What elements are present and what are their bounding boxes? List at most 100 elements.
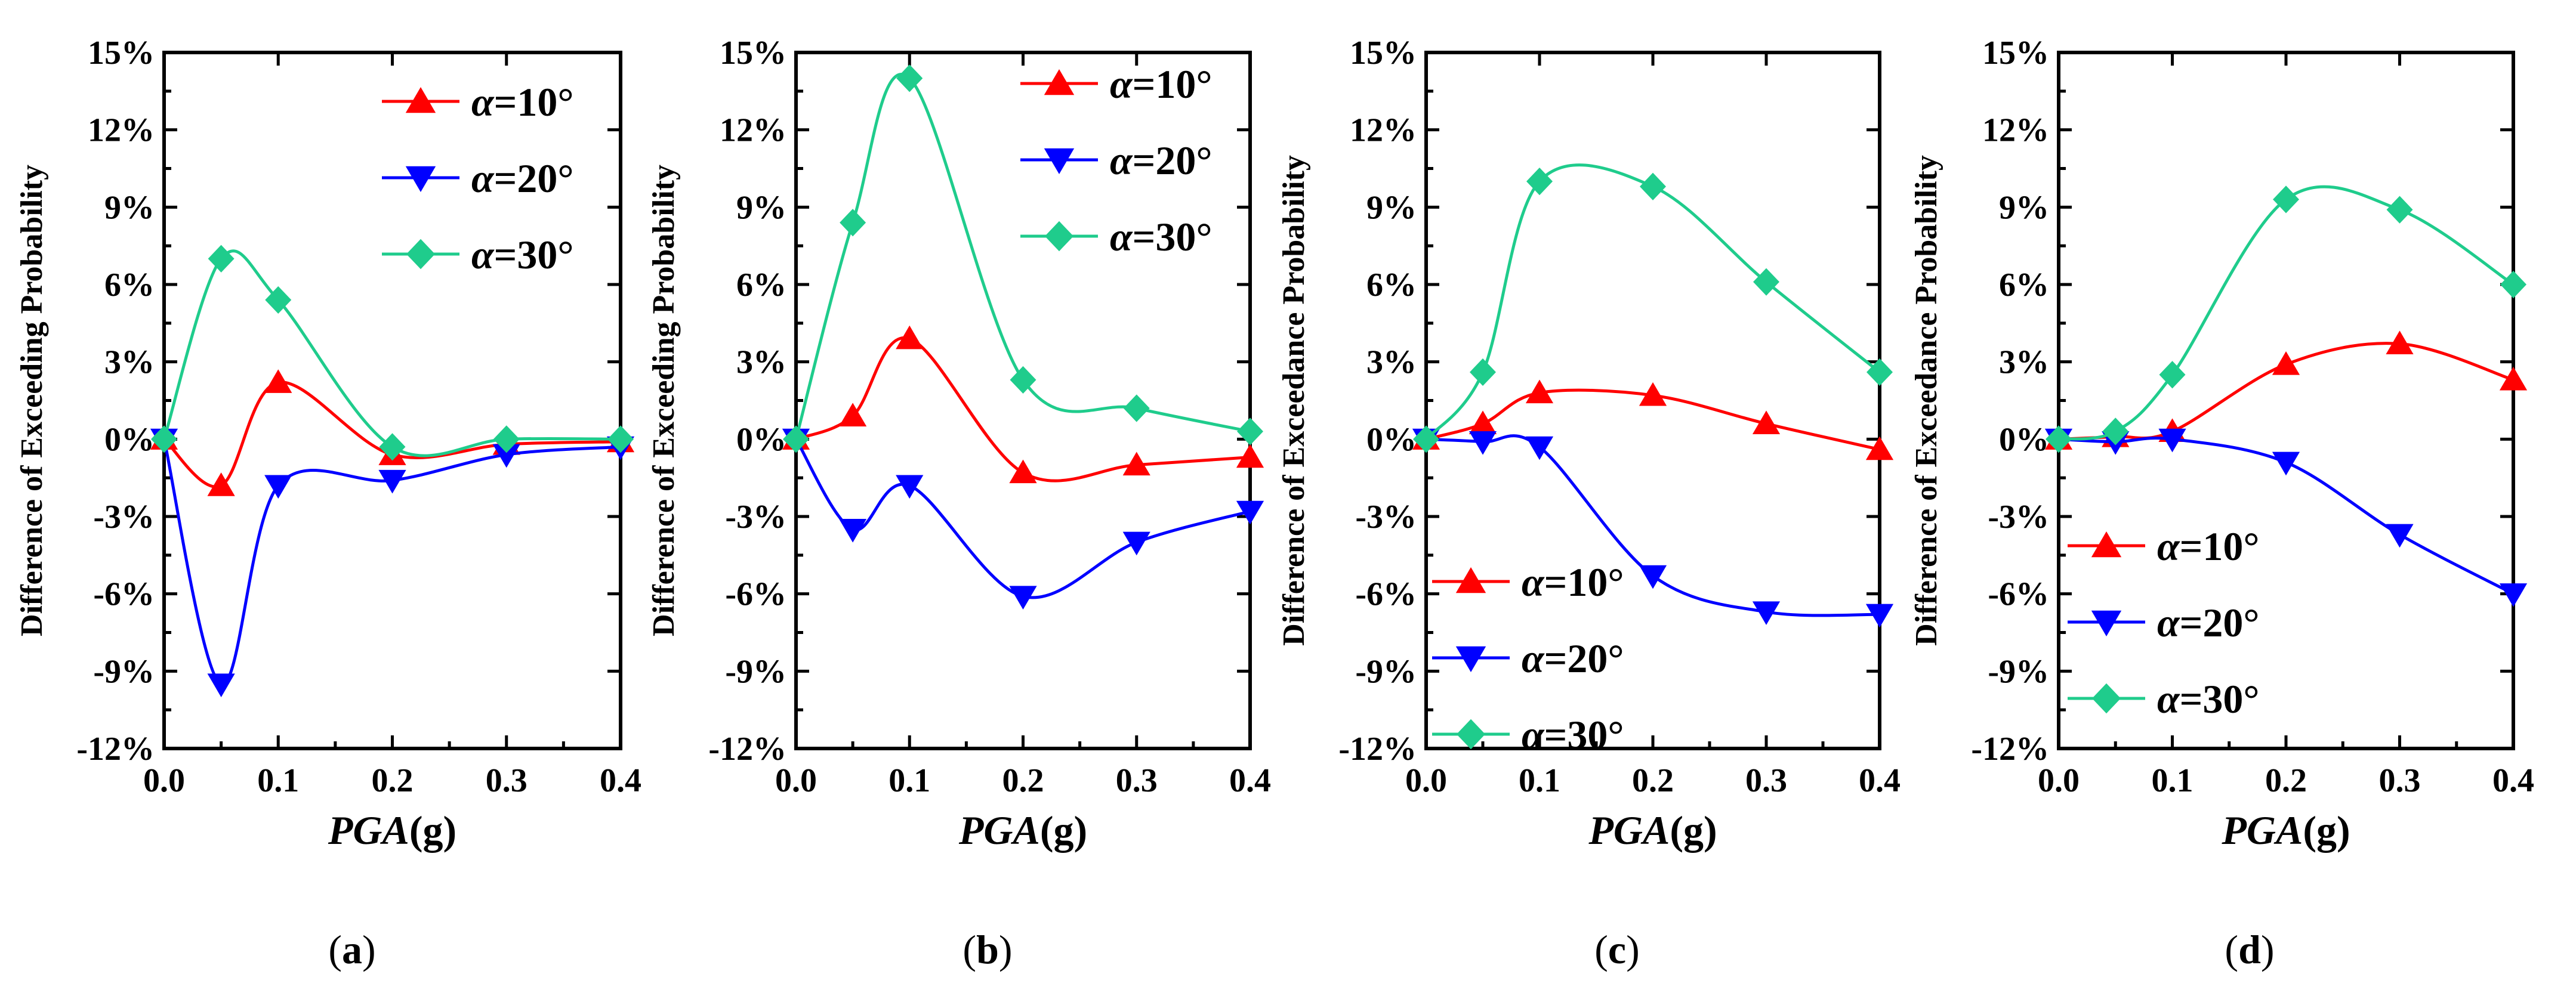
legend-marker (2092, 683, 2121, 714)
legend-value: =30° (2180, 676, 2260, 722)
x-axis-title-variable: PGA (2221, 808, 2303, 853)
series-2 (1412, 428, 1894, 628)
data-point (1525, 436, 1554, 460)
y-tick-label: -12% (76, 731, 155, 768)
legend-entry-label: α=30° (471, 232, 574, 277)
legend-marker (1455, 567, 1486, 593)
y-tick-label: 0% (1999, 421, 2049, 458)
y-tick-label: 0% (104, 421, 155, 458)
y-tick-label: 9% (1366, 189, 1417, 226)
data-point (1010, 366, 1036, 394)
legend-value: =10° (1133, 61, 1213, 107)
data-point (265, 286, 292, 314)
data-point (2499, 583, 2528, 607)
x-axis-title-unit: (g) (1670, 808, 1717, 853)
legend-symbol: α (1110, 138, 1133, 183)
x-axis-title-variable: PGA (328, 808, 409, 853)
data-point (840, 209, 866, 237)
y-tick-label: 3% (104, 344, 155, 381)
y-tick-label: -6% (1988, 576, 2049, 613)
y-tick-label: 15% (720, 35, 786, 72)
legend-value: =30° (494, 232, 574, 277)
legend-entry-label: α=10° (1522, 559, 1624, 605)
data-point (1122, 531, 1150, 556)
data-point (2272, 451, 2300, 476)
data-point (1123, 394, 1150, 422)
y-tick-label: 0% (736, 421, 786, 458)
data-point (1865, 604, 1894, 628)
data-point (208, 245, 235, 273)
panel-label: (c) (1594, 927, 1640, 972)
data-point (607, 425, 634, 453)
y-tick-label: -9% (1355, 653, 1417, 690)
data-point (2499, 366, 2528, 391)
legend-value: =30° (1544, 712, 1624, 757)
legend-entry-label: α=20° (471, 156, 574, 201)
x-tick-label: 0.3 (486, 762, 527, 799)
panel-label: (a) (328, 927, 375, 972)
x-tick-label: 0.4 (1229, 762, 1271, 799)
panel-label: (b) (962, 927, 1012, 972)
y-tick-label: 12% (1982, 112, 2049, 149)
y-tick-label: -3% (1988, 499, 2049, 536)
data-point (2158, 428, 2186, 453)
data-point (839, 403, 867, 427)
x-tick-label: 0.1 (2152, 762, 2194, 799)
legend-marker (405, 87, 436, 113)
series-3 (1413, 163, 1893, 453)
y-tick-label: -12% (708, 731, 786, 768)
data-point (264, 475, 292, 499)
data-point (1639, 565, 1667, 589)
data-point (2102, 417, 2129, 446)
legend-value: =20° (1133, 138, 1213, 183)
y-tick-label: -3% (1355, 499, 1417, 536)
legend-marker (1044, 69, 1075, 95)
x-tick-label: 0.2 (2265, 762, 2307, 799)
legend-marker (1045, 221, 1073, 252)
y-tick-label: 15% (88, 35, 155, 72)
data-point (1867, 358, 1893, 386)
data-point (1469, 410, 1497, 434)
x-tick-label: 0.4 (600, 762, 641, 799)
y-tick-label: 12% (1350, 112, 1417, 149)
data-point (2386, 524, 2414, 548)
data-point (378, 469, 406, 494)
y-tick-label: 9% (736, 189, 786, 226)
series-1 (1412, 379, 1894, 460)
legend-entry-label: α=20° (1522, 636, 1624, 681)
data-point (1469, 431, 1497, 455)
y-tick-label: -9% (93, 653, 155, 690)
legend-value: =10° (1544, 559, 1624, 605)
x-tick-label: 0.0 (1405, 762, 1447, 799)
x-tick-label: 0.3 (1745, 762, 1787, 799)
y-tick-label: -6% (93, 576, 155, 613)
y-tick-label: 0% (1366, 421, 1417, 458)
legend-symbol: α (471, 232, 495, 277)
x-tick-label: 0.3 (1116, 762, 1158, 799)
series-line (2058, 185, 2515, 441)
x-tick-label: 0.1 (1519, 762, 1560, 799)
legend-symbol: α (1522, 559, 1545, 605)
data-point (1470, 358, 1496, 386)
data-point (492, 444, 520, 468)
legend-value: =20° (494, 156, 574, 201)
legend-entry-label: α=10° (2157, 524, 2260, 569)
y-tick-label: 15% (1982, 35, 2049, 72)
series-2 (782, 428, 1264, 610)
y-axis-title: Difference of Exceedance Probability (1277, 155, 1311, 646)
chart-panel-c: -12% -9% -6% -3% 0% 3% 6% 9% 12% 15% 0.0 0.1 0.2 0.3 0… (1277, 35, 1901, 972)
series-line (162, 249, 621, 457)
legend-symbol: α (2157, 600, 2180, 645)
y-tick-label: -6% (725, 576, 786, 613)
data-point (1639, 382, 1667, 406)
x-tick-label: 0.3 (2379, 762, 2421, 799)
legend-marker (2091, 531, 2122, 558)
legend-marker (2091, 610, 2122, 636)
data-point (2272, 351, 2300, 375)
x-axis-title: PGA(g) (958, 808, 1087, 853)
y-tick-label: 6% (1366, 267, 1417, 304)
data-point (1237, 417, 1263, 446)
legend-symbol: α (1110, 61, 1133, 107)
x-tick-label: 0.2 (372, 762, 414, 799)
